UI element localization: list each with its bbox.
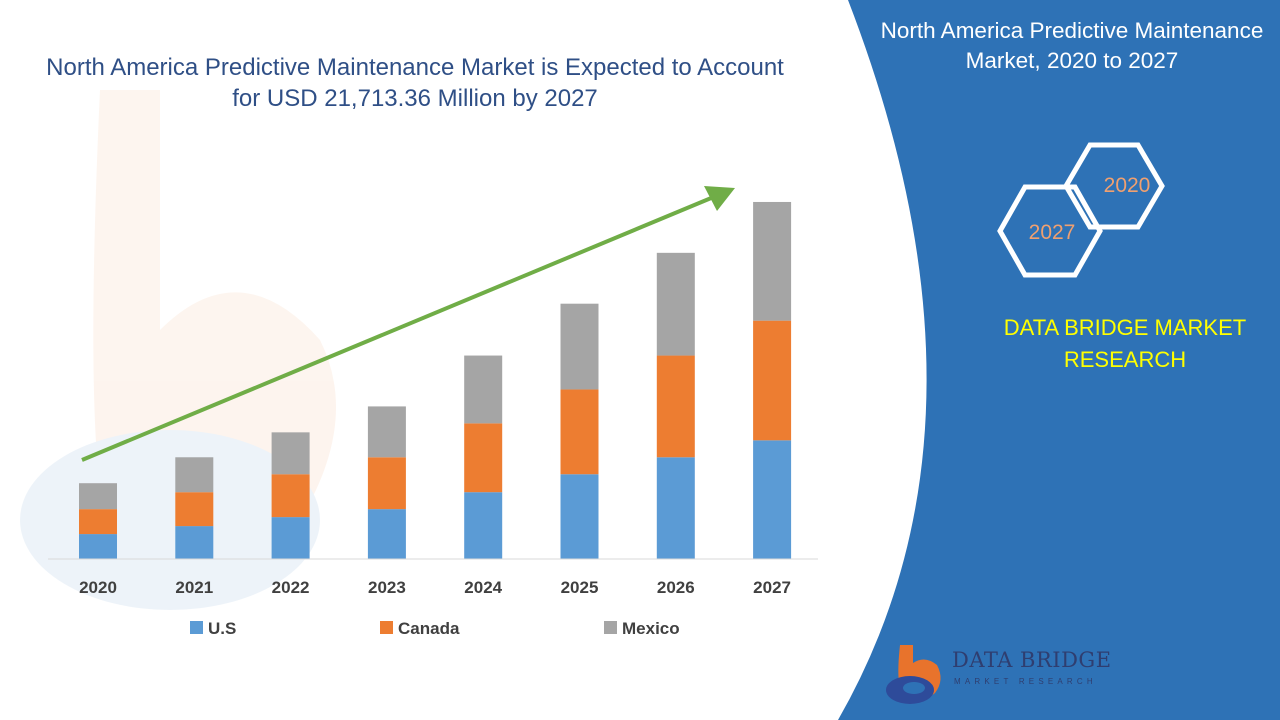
logo-tagline: MARKET RESEARCH — [954, 677, 1097, 686]
bar-2024-us — [464, 492, 503, 559]
bar-2026-canada — [656, 355, 695, 458]
bar-2025-mexico — [560, 303, 599, 390]
hexagon-2020-label: 2020 — [1103, 174, 1151, 197]
trend-arrow — [81, 186, 735, 462]
hexagon-2027 — [997, 184, 1103, 278]
x-tick-label: 2025 — [561, 578, 599, 597]
x-axis-labels: 2020 2021 2022 2023 2024 2025 2026 2027 — [79, 578, 791, 597]
legend: U.S Canada Mexico — [190, 619, 680, 638]
x-tick-label: 2020 — [79, 578, 117, 597]
bar-2022-us — [271, 517, 310, 559]
bar-2023-canada — [367, 457, 406, 510]
bar-2025-canada — [560, 389, 599, 475]
bar-2024-mexico — [464, 355, 503, 424]
bar-2021-mexico — [175, 457, 214, 493]
legend-label-canada: Canada — [398, 619, 460, 638]
x-tick-label: 2024 — [464, 578, 502, 597]
legend-label-us: U.S — [208, 619, 236, 638]
bar-2026-us — [656, 457, 695, 559]
legend-swatch-mexico — [604, 621, 617, 634]
bar-2021-canada — [175, 492, 214, 527]
x-tick-label: 2027 — [753, 578, 791, 597]
x-tick-label: 2023 — [368, 578, 406, 597]
logo-name: DATA BRIDGE — [952, 648, 1112, 672]
bar-2022-canada — [271, 474, 310, 518]
bar-2020-canada — [79, 509, 117, 535]
bar-2024-canada — [464, 423, 503, 493]
bar-2027-mexico — [753, 201, 792, 321]
x-tick-label: 2021 — [175, 578, 213, 597]
bar-2020-us — [79, 534, 117, 559]
bar-2023-us — [367, 509, 406, 559]
chart-title: North America Predictive Maintenance Mar… — [46, 54, 784, 112]
side-panel — [838, 0, 1280, 720]
legend-swatch-us — [190, 621, 203, 634]
bar-2027-us — [753, 440, 792, 559]
bar-2025-us — [560, 474, 599, 559]
bars-group — [79, 201, 792, 559]
data-bridge-logo-icon — [886, 645, 941, 704]
x-tick-label: 2026 — [657, 578, 695, 597]
x-tick-label: 2022 — [272, 578, 310, 597]
side-panel-title: North America Predictive Maintenance Mar… — [880, 18, 1264, 73]
legend-label-mexico: Mexico — [622, 619, 680, 638]
brand-name: DATA BRIDGE MARKET RESEARCH — [1003, 315, 1247, 372]
bar-2021-us — [175, 526, 214, 559]
bar-2023-mexico — [367, 406, 406, 458]
legend-swatch-canada — [380, 621, 393, 634]
bar-2026-mexico — [656, 252, 695, 356]
bar-2027-canada — [753, 320, 792, 441]
hexagon-2027-label: 2027 — [1028, 221, 1076, 244]
bar-2022-mexico — [271, 432, 310, 475]
bar-2020-mexico — [79, 483, 117, 510]
